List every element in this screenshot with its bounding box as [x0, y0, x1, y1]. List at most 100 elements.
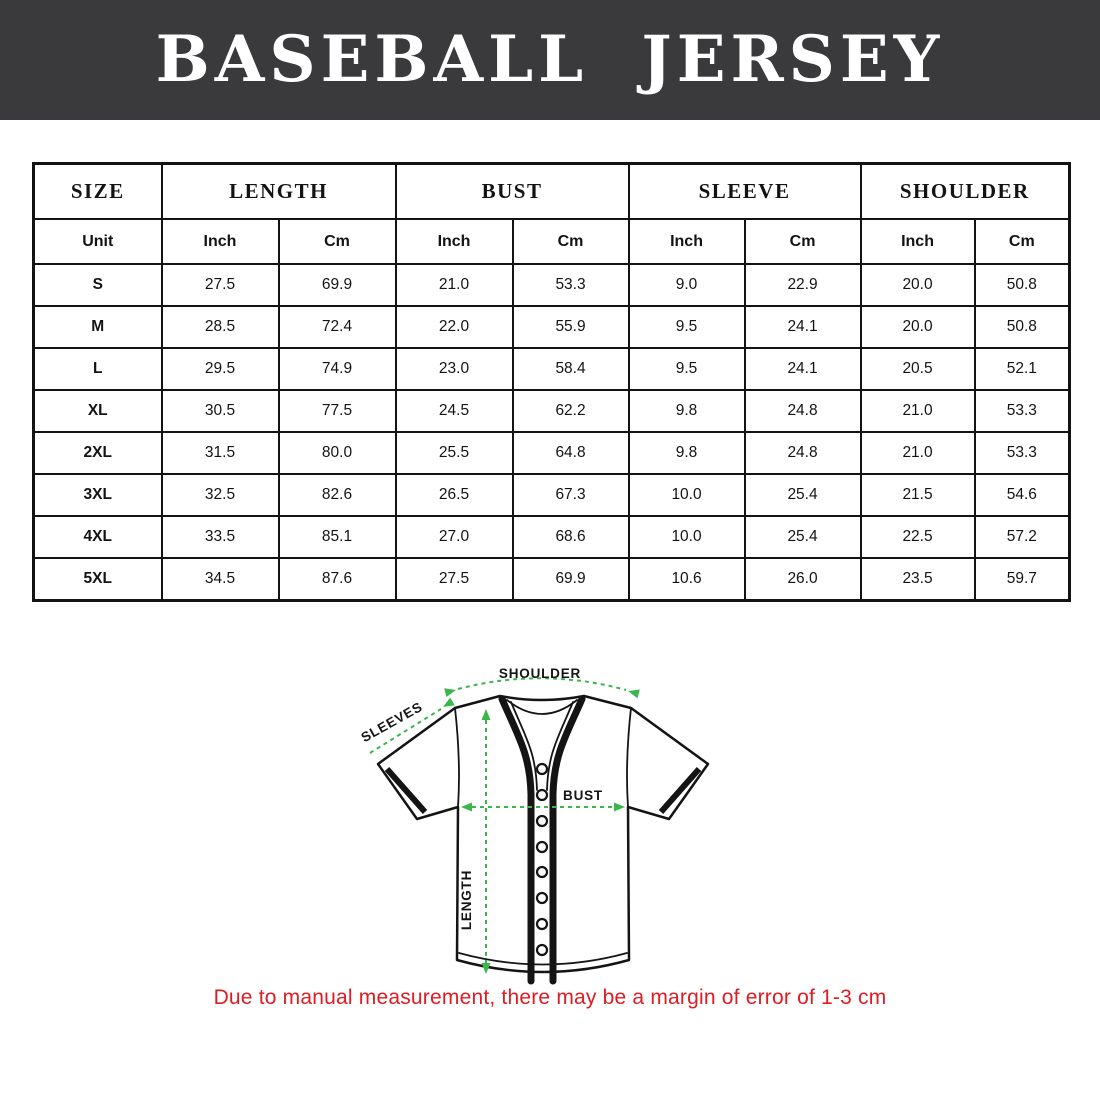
column-group-header: SIZE [32, 162, 163, 220]
length-arrow [481, 709, 491, 974]
table-row: 4XL 33.5 85.1 27.0 68.6 10.0 25.4 22.5 57.2 [32, 515, 1071, 559]
jersey-diagram: SHOULDER SLEEVES BUST LENGTH [358, 666, 710, 985]
measurement-cell: 21.5 [859, 473, 976, 517]
bust-arrow [461, 802, 625, 812]
measurement-cell: 9.8 [627, 431, 746, 475]
unit-cell: Cm [277, 218, 397, 265]
measurement-cell: 10.6 [627, 557, 746, 602]
measurement-cell: 52.1 [973, 347, 1071, 391]
unit-cell: Inch [859, 218, 976, 265]
measurement-cell: 27.5 [160, 263, 280, 307]
measurement-cell: 54.6 [973, 473, 1071, 517]
measurement-cell: 50.8 [973, 305, 1071, 349]
measurement-cell: 22.9 [743, 263, 862, 307]
measurement-cell: 20.0 [859, 263, 976, 307]
measurement-cell: 25.4 [743, 473, 862, 517]
measurement-cell: 77.5 [277, 389, 397, 433]
table-row: XL 30.5 77.5 24.5 62.2 9.8 24.8 21.0 53.3 [32, 389, 1071, 433]
measurement-cell: 22.0 [394, 305, 514, 349]
measurement-cell: 50.8 [973, 263, 1071, 307]
measurement-cell: 27.5 [394, 557, 514, 602]
measurement-cell: 28.5 [160, 305, 280, 349]
measurement-cell: 21.0 [859, 431, 976, 475]
size-label: 2XL [32, 431, 163, 475]
measurement-cell: 21.0 [859, 389, 976, 433]
shoulder-arrow [444, 677, 640, 699]
unit-cell: Cm [743, 218, 862, 265]
size-label: M [32, 305, 163, 349]
measurement-cell: 25.5 [394, 431, 514, 475]
column-group-header: LENGTH [160, 162, 397, 220]
unit-row: Unit Inch Cm Inch Cm Inch Cm Inch Cm [32, 218, 1071, 265]
size-label: S [32, 263, 163, 307]
measurement-cell: 24.1 [743, 347, 862, 391]
table-row: L 29.5 74.9 23.0 58.4 9.5 24.1 20.5 52.1 [32, 347, 1071, 391]
measurement-cell: 26.5 [394, 473, 514, 517]
page-title: BASEBALL JERSEY [155, 22, 945, 97]
measurement-cell: 72.4 [277, 305, 397, 349]
measurement-cell: 30.5 [160, 389, 280, 433]
size-label: 3XL [32, 473, 163, 517]
unit-cell: Inch [394, 218, 514, 265]
unit-cell: Inch [160, 218, 280, 265]
measurement-cell: 24.8 [743, 431, 862, 475]
measurement-cell: 24.1 [743, 305, 862, 349]
measurement-cell: 26.0 [743, 557, 862, 602]
size-chart-container: SIZE LENGTH BUST SLEEVE SHOULDER Unit Inch Cm I… [32, 162, 1072, 602]
measurement-cell: 55.9 [511, 305, 630, 349]
measurement-cell: 87.6 [277, 557, 397, 602]
length-label: LENGTH [459, 870, 474, 930]
measurement-cell: 9.8 [627, 389, 746, 433]
measurement-cell: 67.3 [511, 473, 630, 517]
measurement-cell: 82.6 [277, 473, 397, 517]
column-group-header: BUST [394, 162, 630, 220]
size-label: 5XL [32, 557, 163, 602]
measurement-cell: 10.0 [627, 515, 746, 559]
measurement-cell: 23.5 [859, 557, 976, 602]
measurement-cell: 68.6 [511, 515, 630, 559]
unit-cell: Inch [627, 218, 746, 265]
measurement-cell: 59.7 [973, 557, 1071, 602]
measurement-note: Due to manual measurement, there may be … [213, 986, 887, 1009]
measurement-cell: 64.8 [511, 431, 630, 475]
measurement-cell: 9.5 [627, 305, 746, 349]
jersey-outline-icon [376, 694, 710, 985]
size-chart-table: SIZE LENGTH BUST SLEEVE SHOULDER Unit Inch Cm I… [32, 162, 1072, 602]
measurement-cell: 34.5 [160, 557, 280, 602]
size-label: L [32, 347, 163, 391]
table-row: 2XL 31.5 80.0 25.5 64.8 9.8 24.8 21.0 53.3 [32, 431, 1071, 475]
measurement-cell: 25.4 [743, 515, 862, 559]
table-row: M 28.5 72.4 22.0 55.9 9.5 24.1 20.0 50.8 [32, 305, 1071, 349]
table-row: 3XL 32.5 82.6 26.5 67.3 10.0 25.4 21.5 54.6 [32, 473, 1071, 517]
sleeves-arrow [369, 697, 455, 754]
bust-label: BUST [563, 788, 603, 803]
measurement-cell: 21.0 [394, 263, 514, 307]
measurement-cell: 32.5 [160, 473, 280, 517]
unit-cell: Cm [511, 218, 630, 265]
measurement-cell: 85.1 [277, 515, 397, 559]
measurement-cell: 57.2 [973, 515, 1071, 559]
measurement-cell: 24.5 [394, 389, 514, 433]
measurement-cell: 62.2 [511, 389, 630, 433]
unit-cell: Unit [32, 218, 163, 265]
measurement-cell: 80.0 [277, 431, 397, 475]
measurement-cell: 58.4 [511, 347, 630, 391]
measurement-cell: 22.5 [859, 515, 976, 559]
unit-cell: Cm [973, 218, 1071, 265]
measurement-cell: 9.0 [627, 263, 746, 307]
column-group-header: SHOULDER [859, 162, 1071, 220]
button-icons [535, 762, 549, 957]
size-label: 4XL [32, 515, 163, 559]
table-row: S 27.5 69.9 21.0 53.3 9.0 22.9 20.0 50.8 [32, 263, 1071, 307]
measurement-cell: 69.9 [277, 263, 397, 307]
measurement-cell: 53.3 [973, 389, 1071, 433]
measurement-cell: 9.5 [627, 347, 746, 391]
measurement-cell: 31.5 [160, 431, 280, 475]
measurement-cell: 24.8 [743, 389, 862, 433]
measurement-cell: 27.0 [394, 515, 514, 559]
page-header: BASEBALL JERSEY [0, 0, 1100, 120]
measurement-cell: 69.9 [511, 557, 630, 602]
column-group-row: SIZE LENGTH BUST SLEEVE SHOULDER [32, 162, 1071, 220]
column-group-header: SLEEVE [627, 162, 862, 220]
